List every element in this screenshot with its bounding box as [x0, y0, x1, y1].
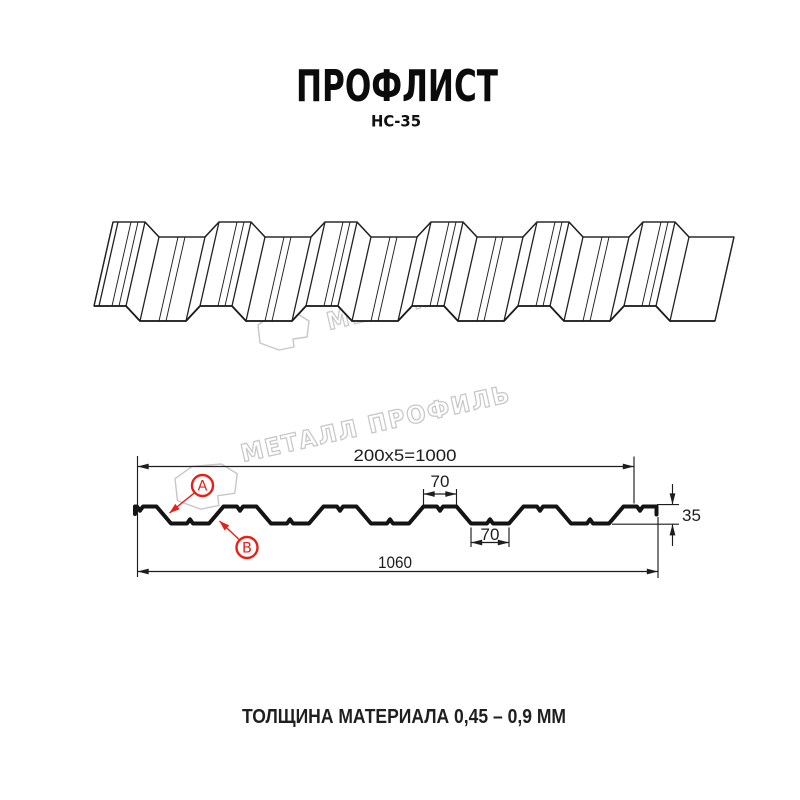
callout-b-label: В: [242, 541, 252, 557]
callout-b-arrow: [219, 520, 240, 540]
dim-label-height: 35: [682, 506, 701, 525]
dim-label-crest-width: 70: [431, 472, 450, 491]
profile-3d-drawing: [93, 221, 735, 322]
callout-b-circle: [235, 535, 259, 560]
dim-label-valley-width: 70: [481, 525, 500, 544]
callout-a-circle: [190, 473, 215, 498]
callouts: А В: [169, 473, 259, 560]
callout-a-label: А: [198, 479, 208, 495]
dimension-labels: 200x5=1000 70 70 35 1060: [354, 446, 701, 572]
dim-label-overall-width: 1060: [378, 553, 412, 572]
watermark-2: МЕТАЛЛ ПРОФИЛЬ: [174, 379, 514, 510]
dimension-lines: [136, 456, 679, 578]
footer-note: ТОЛЩИНА МАТЕРИАЛА 0,45 – 0,9 ММ: [242, 706, 566, 728]
profile-cross-section: [133, 504, 659, 526]
callout-a-arrow: [169, 492, 195, 514]
page-title: ПРОФЛИСТ: [296, 61, 498, 112]
profile-code: НС-35: [371, 112, 421, 131]
dim-label-pitch: 200x5=1000: [354, 446, 457, 465]
